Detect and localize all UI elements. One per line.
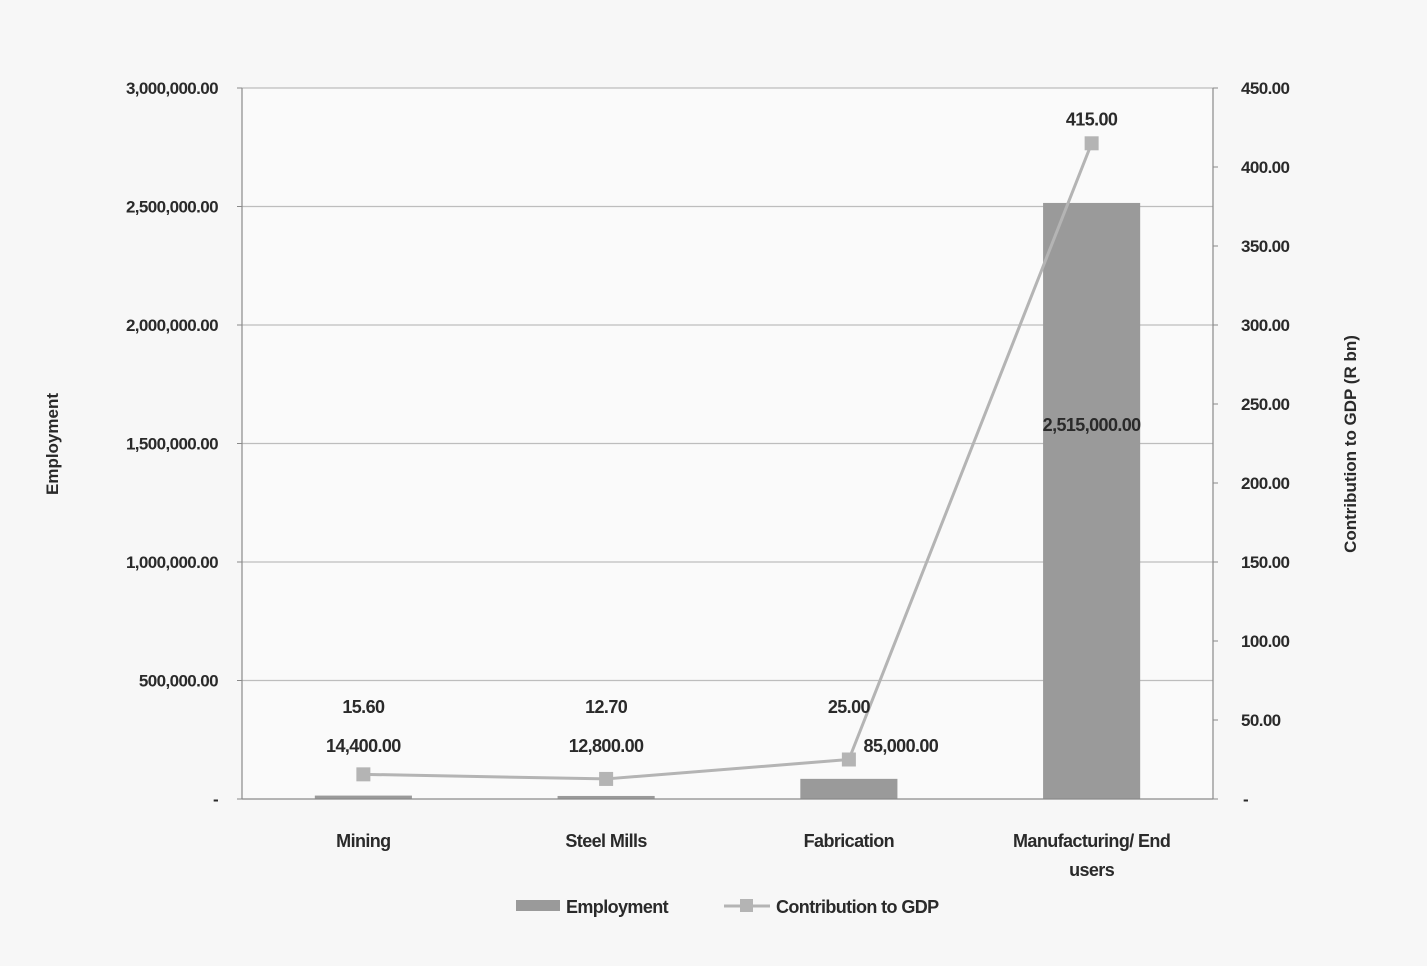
right-tick-label: 150.00 [1241,553,1290,572]
category-label: Steel Mills [565,831,647,851]
axes: - 500,000.00 1,000,000.00 1,500,000.00 2,000… [126,79,1290,880]
gdp-point-marker [841,752,856,767]
right-tick-label: 250.00 [1241,395,1290,414]
category-label: Fabrication [804,831,894,851]
employment-data-label: 12,800.00 [569,736,644,756]
category-label: Manufacturing/ End users [1013,831,1170,880]
left-tick-label: 1,500,000.00 [126,435,218,454]
right-tick-label: 350.00 [1241,237,1290,256]
left-tick-label: 500,000.00 [139,672,218,691]
gdp-point-marker [1084,136,1099,151]
legend-label-gdp: Contribution to GDP [776,897,939,917]
employment-data-label: 2,515,000.00 [1043,415,1141,435]
gdp-series-line [363,142,1094,781]
legend: Employment Contribution to GDP [516,897,940,917]
right-tick-label: 100.00 [1241,632,1290,651]
category-label: Mining [336,831,390,851]
gdp-point-marker [356,767,371,782]
right-tick-label: - [1243,790,1248,809]
employment-bar [557,795,655,799]
gdp-line [356,136,1099,786]
employment-bar [800,778,898,799]
employment-bars [314,202,1141,799]
left-axis-title: Employment [43,393,62,495]
employment-bar [314,795,412,799]
gdp-data-label: 15.60 [342,697,385,717]
left-tick-label: - [213,790,218,809]
data-labels: 14,400.00 12,800.00 85,000.00 2,515,000.00 1… [326,109,1142,756]
left-tick-label: 2,000,000.00 [126,316,218,335]
left-tick-label: 1,000,000.00 [126,553,218,572]
gdp-data-label: 12.70 [585,697,628,717]
right-tick-label: 50.00 [1241,711,1281,730]
gdp-data-label: 415.00 [1066,109,1118,129]
right-tick-label: 400.00 [1241,158,1290,177]
gdp-point-marker [599,771,614,786]
gdp-data-label: 25.00 [828,697,871,717]
legend-label-employment: Employment [566,897,669,917]
employment-data-label: 14,400.00 [326,736,401,756]
legend-swatch-gdp-marker [740,899,753,912]
right-axis-title: Contribution to GDP (R bn) [1341,335,1360,553]
right-tick-label: 200.00 [1241,474,1290,493]
legend-swatch-employment [516,900,560,911]
employment-bar [1043,202,1141,799]
left-tick-label: 3,000,000.00 [126,79,218,98]
right-tick-label: 300.00 [1241,316,1290,335]
left-tick-label: 2,500,000.00 [126,198,218,217]
employment-data-label: 85,000.00 [864,736,939,756]
right-tick-label: 450.00 [1241,79,1290,98]
